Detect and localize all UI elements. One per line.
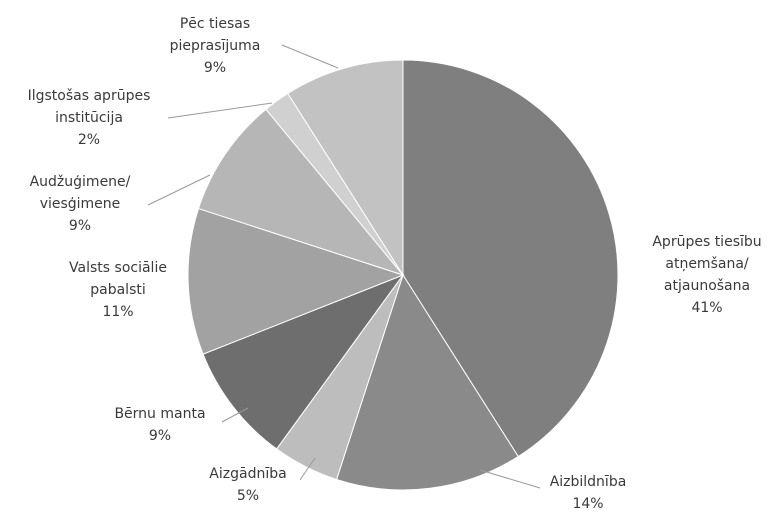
slice-category-label: institūcija [55,110,123,126]
slice-value-label: 14% [572,496,603,512]
slice-category-label: viesģimene [40,196,121,212]
leader-line [281,44,339,69]
pie-slice [187,207,405,355]
slice-label: Aizgādnība 5% [209,466,286,504]
slice-label: Pēc tiesas pieprasījuma 9% [170,16,261,76]
leader-line [167,102,273,119]
slice-label: Aprūpes tiesību atņemšana/atjaunošana 41% [652,234,761,316]
slice-label: Bērnu manta 9% [114,406,205,444]
slice-label: Ilgstošas aprūpes institūcija 2% [28,88,151,148]
slice-category-label: Pēc tiesas [180,16,250,32]
slice-category-label: Audžuģimene/ [30,174,131,190]
slice-value-label: 2% [78,132,100,148]
pie-slice [202,273,405,450]
leader-line [299,457,316,481]
leader-line [479,469,541,489]
pie-slice [402,59,619,458]
slice-category-label: Valsts sociālie [69,260,167,276]
slice-label: Valsts sociālie pabalsti 11% [69,260,167,320]
pie-slice [287,59,404,277]
slice-value-label: 11% [102,304,133,320]
leader-line [147,174,211,206]
slice-category-label: atņemšana/ [665,256,749,272]
pie-slice [335,273,519,491]
slice-value-label: 9% [204,60,226,76]
slice-value-label: 9% [69,218,91,234]
slice-category-label: Ilgstošas aprūpes [28,88,151,104]
slice-value-label: 5% [237,488,259,504]
pie-slices [187,59,619,491]
leader-line [221,407,249,423]
slice-category-label: Bērnu manta [114,406,205,422]
slice-label: Audžuģimene/viesģimene 9% [30,174,131,234]
slice-category-label: Aizbildnība [550,474,627,490]
slice-label: Aizbildnība 14% [550,474,627,512]
slice-category-label: pieprasījuma [170,38,261,54]
slice-value-label: 9% [149,428,171,444]
slice-category-label: Aprūpes tiesību [652,234,761,250]
slice-category-label: atjaunošana [664,278,750,294]
slice-category-label: Aizgādnība [209,466,286,482]
pie-labels: Aprūpes tiesību atņemšana/atjaunošana 41%A… [28,16,762,512]
slice-category-label: pabalsti [90,282,146,298]
pie-slice [197,108,405,277]
slice-value-label: 41% [691,300,722,316]
